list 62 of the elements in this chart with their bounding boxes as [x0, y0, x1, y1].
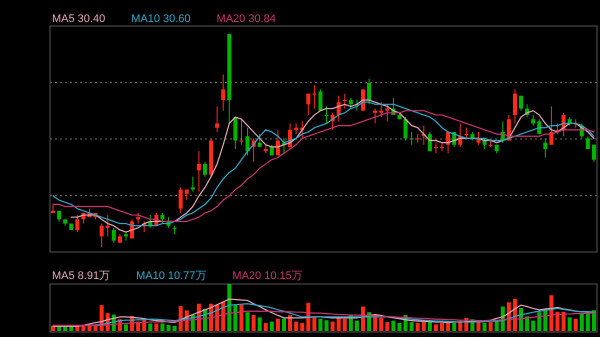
text: MA5 8.91万: [52, 270, 110, 282]
bar: [246, 312, 250, 331]
bar: [428, 322, 432, 331]
bar: [264, 323, 268, 331]
bar: [172, 326, 177, 331]
bar: [124, 324, 128, 331]
bar: [488, 322, 493, 331]
bar: [330, 322, 335, 331]
bar: [531, 320, 536, 331]
bar: [482, 323, 487, 331]
text: MA10 10.77万: [136, 270, 206, 282]
bar: [342, 318, 347, 331]
bar: [300, 323, 304, 331]
bar: [166, 324, 171, 331]
bar: [239, 304, 244, 331]
bar: [434, 324, 438, 331]
text: MA20 10.15万: [232, 270, 303, 282]
bar: [391, 320, 396, 331]
bar: [574, 318, 578, 331]
text: MA10 30.60: [131, 13, 191, 25]
bar: [312, 316, 316, 331]
bar: [379, 318, 384, 331]
bar: [94, 326, 98, 331]
bar: [282, 318, 286, 331]
bar: [361, 306, 366, 331]
bar: [81, 326, 86, 331]
bar: [88, 326, 92, 331]
bar: [178, 306, 183, 331]
bar: [294, 322, 298, 331]
text: MA20 30.84: [216, 13, 276, 25]
bar: [555, 312, 560, 331]
bar: [452, 323, 456, 331]
bar: [476, 322, 480, 331]
bar: [318, 318, 322, 331]
bar: [324, 320, 329, 331]
bar: [288, 315, 292, 331]
bar: [233, 304, 238, 331]
bar: [227, 284, 232, 331]
bar: [276, 318, 280, 331]
bar: [160, 323, 164, 331]
bar: [568, 317, 572, 331]
bar: [354, 320, 359, 331]
bar: [148, 323, 152, 331]
bar: [537, 312, 542, 331]
bar: [525, 316, 530, 331]
bar: [440, 323, 444, 331]
text: MA5 30.40: [52, 13, 106, 25]
bar: [580, 314, 584, 331]
bar: [385, 322, 390, 331]
bar: [154, 323, 158, 331]
bar: [549, 295, 554, 331]
bar: [494, 320, 499, 331]
bar: [410, 322, 414, 331]
bar: [336, 318, 341, 331]
bar: [252, 315, 256, 331]
bar: [270, 322, 274, 331]
bar: [397, 323, 402, 331]
bar: [258, 317, 262, 331]
bar: [562, 312, 566, 331]
bar: [592, 310, 596, 331]
bar: [416, 323, 420, 331]
bar: [586, 312, 590, 331]
